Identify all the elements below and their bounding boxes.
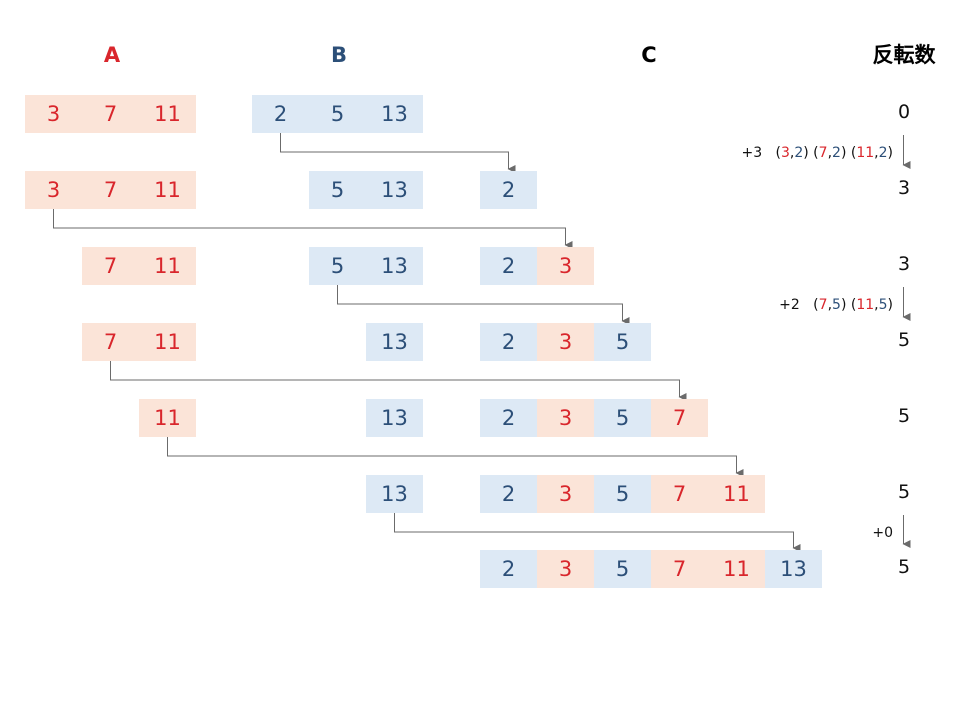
pair-a-value: 11 <box>856 145 875 161</box>
b-cell: 13 <box>366 95 423 133</box>
c-cell: 2 <box>480 247 537 285</box>
c-cell: 13 <box>765 550 822 588</box>
inversion-pair: (7,5) <box>813 297 847 313</box>
inversion-count: 5 <box>897 556 911 578</box>
b-cell: 13 <box>366 475 423 513</box>
inversion-delta: +0 <box>872 525 893 541</box>
inversion-pair: (3,2) <box>775 145 809 161</box>
inversion-count: 5 <box>897 481 911 503</box>
inversion-count: 5 <box>897 329 911 351</box>
inversion-count: 3 <box>897 177 911 199</box>
c-cell: 11 <box>708 475 765 513</box>
inversion-pair: (7,2) <box>813 145 847 161</box>
header-c: C <box>641 43 657 67</box>
a-cell: 7 <box>82 95 139 133</box>
c-cell: 5 <box>594 323 651 361</box>
c-cell: 7 <box>651 399 708 437</box>
inversion-pair: (11,2) <box>850 145 893 161</box>
inversion-count: 0 <box>897 101 911 123</box>
pair-a-value: 3 <box>780 145 790 161</box>
c-cell: 3 <box>537 399 594 437</box>
pair-b-value: 5 <box>832 297 841 313</box>
c-cell: 3 <box>537 247 594 285</box>
c-cell: 2 <box>480 550 537 588</box>
c-cell: 3 <box>537 550 594 588</box>
a-cell: 3 <box>25 171 82 209</box>
inversion-count: 5 <box>897 405 911 427</box>
a-cell: 3 <box>25 95 82 133</box>
a-cell: 7 <box>82 323 139 361</box>
header-a: A <box>103 43 121 67</box>
pair-b-value: 2 <box>832 145 841 161</box>
c-cell: 5 <box>594 550 651 588</box>
merge-connector <box>280 133 516 173</box>
inversion-annotation: +0 <box>872 525 893 541</box>
pair-a-value: 7 <box>818 297 828 313</box>
a-cell: 7 <box>82 171 139 209</box>
b-cell: 5 <box>309 95 366 133</box>
inversion-annotation: +3 (3,2) (7,2) (11,2) <box>741 145 893 161</box>
merge-connector <box>53 209 573 249</box>
inversion-delta: +3 <box>741 145 763 161</box>
pair-a-value: 7 <box>818 145 828 161</box>
b-cell: 5 <box>309 247 366 285</box>
c-cell: 7 <box>651 550 708 588</box>
b-cell: 13 <box>366 323 423 361</box>
pair-b-value: 2 <box>878 145 888 161</box>
header-b: B <box>330 43 347 67</box>
a-cell: 11 <box>139 95 196 133</box>
c-cell: 3 <box>537 475 594 513</box>
pair-b-value: 5 <box>878 297 888 313</box>
pair-a-value: 11 <box>856 297 875 313</box>
a-cell: 11 <box>139 399 196 437</box>
a-cell: 11 <box>139 323 196 361</box>
inversion-count: 3 <box>897 253 911 275</box>
inversion-annotation: +2 (7,5) (11,5) <box>779 297 893 313</box>
c-cell: 5 <box>594 475 651 513</box>
b-cell: 5 <box>309 171 366 209</box>
b-cell: 13 <box>366 247 423 285</box>
inversion-delta: +2 <box>779 297 800 313</box>
c-cell: 3 <box>537 323 594 361</box>
header-inversions: 反転数 <box>872 43 936 67</box>
merge-connector <box>337 285 630 325</box>
a-cell: 7 <box>82 247 139 285</box>
c-cell: 2 <box>480 171 537 209</box>
inversion-pair: (11,5) <box>850 297 893 313</box>
b-cell: 13 <box>366 171 423 209</box>
merge-connector <box>167 437 744 477</box>
merge-connector <box>110 361 687 401</box>
a-cell: 11 <box>139 247 196 285</box>
merge-connector <box>394 513 801 552</box>
c-cell: 2 <box>480 475 537 513</box>
c-cell: 2 <box>480 323 537 361</box>
a-cell: 11 <box>139 171 196 209</box>
pair-b-value: 2 <box>794 145 804 161</box>
b-cell: 2 <box>252 95 309 133</box>
b-cell: 13 <box>366 399 423 437</box>
c-cell: 5 <box>594 399 651 437</box>
c-cell: 2 <box>480 399 537 437</box>
c-cell: 7 <box>651 475 708 513</box>
c-cell: 11 <box>708 550 765 588</box>
